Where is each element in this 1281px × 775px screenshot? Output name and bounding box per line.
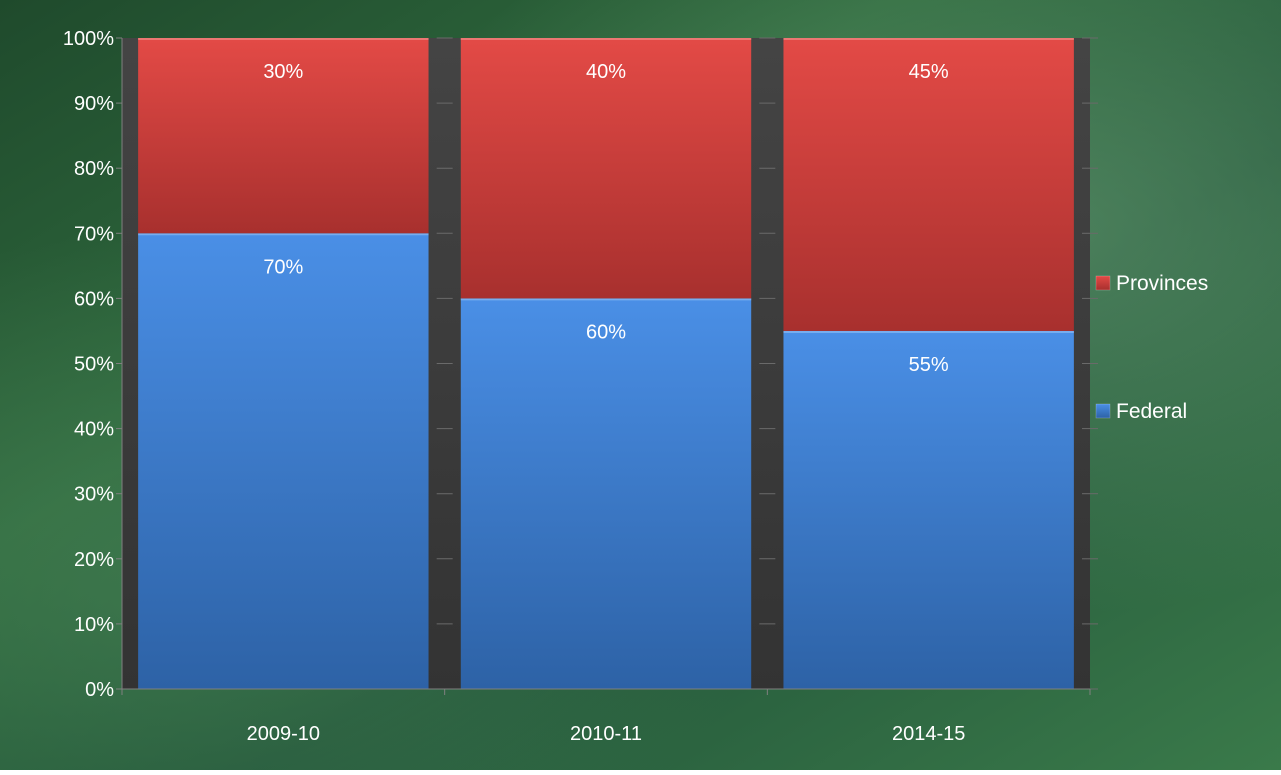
data-label-provinces-2014-15: 45% bbox=[909, 61, 949, 83]
y-tick-label: 70% bbox=[74, 223, 114, 245]
x-tick-label: 2010-11 bbox=[570, 723, 642, 745]
y-tick-label: 30% bbox=[74, 484, 114, 506]
x-tick-label: 2014-15 bbox=[892, 723, 965, 745]
legend-swatch-federal bbox=[1096, 404, 1110, 418]
bar-federal-2009-10 bbox=[138, 233, 428, 689]
legend-label-provinces: Provinces bbox=[1116, 272, 1208, 295]
y-tick-label: 60% bbox=[74, 288, 114, 310]
data-label-federal-2014-15: 55% bbox=[909, 354, 949, 376]
data-label-provinces-2010-11: 40% bbox=[586, 61, 626, 83]
y-tick-label: 90% bbox=[74, 93, 114, 115]
y-tick-label: 20% bbox=[74, 549, 114, 571]
x-tick-label: 2009-10 bbox=[247, 723, 320, 745]
y-tick-label: 50% bbox=[74, 354, 114, 376]
y-tick-label: 40% bbox=[74, 419, 114, 441]
y-tick-label: 0% bbox=[85, 679, 114, 701]
y-tick-label: 10% bbox=[74, 614, 114, 636]
bar-federal-2014-15 bbox=[783, 331, 1073, 689]
legend-swatch-provinces bbox=[1096, 276, 1110, 290]
bar-federal-2010-11 bbox=[461, 298, 751, 689]
y-tick-label: 80% bbox=[74, 158, 114, 180]
y-tick-label: 100% bbox=[63, 28, 114, 50]
data-label-provinces-2009-10: 30% bbox=[263, 61, 303, 83]
data-label-federal-2010-11: 60% bbox=[586, 321, 626, 343]
data-label-federal-2009-10: 70% bbox=[263, 256, 303, 278]
legend-label-federal: Federal bbox=[1116, 400, 1187, 423]
